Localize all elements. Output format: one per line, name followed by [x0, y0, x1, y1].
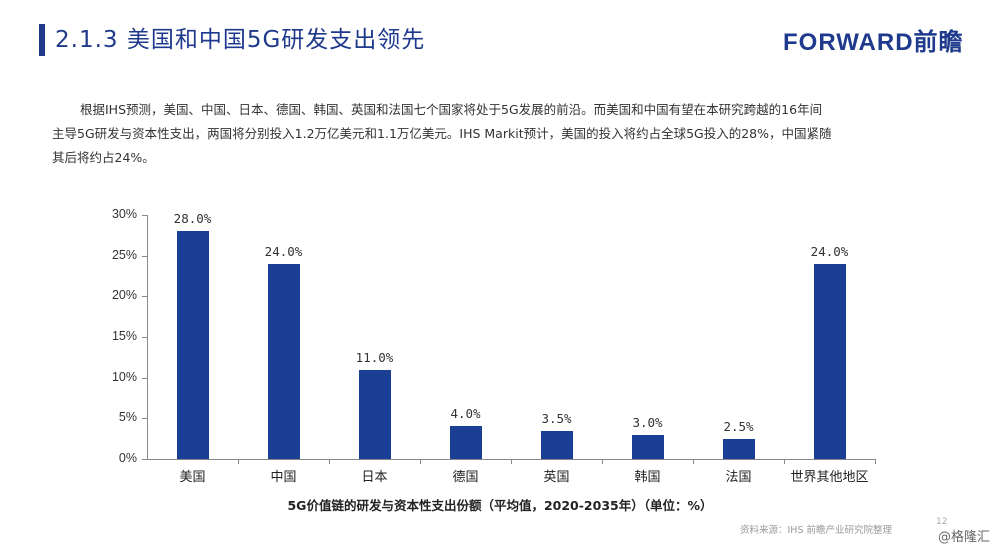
- x-category-label: 法国: [725, 470, 752, 485]
- value-label: 4.0%: [450, 406, 481, 422]
- value-label: 11.0%: [355, 349, 394, 365]
- x-tick: [602, 459, 603, 464]
- page-number: 12: [936, 517, 948, 527]
- y-tick-label: 5%: [118, 410, 137, 425]
- y-tick-label: 25%: [111, 247, 137, 262]
- x-tick: [420, 459, 421, 464]
- bar-1: [267, 263, 300, 459]
- y-tick: [142, 418, 147, 420]
- source-note: 资料来源：IHS 前瞻产业研究院整理: [740, 525, 892, 536]
- x-tick: [511, 459, 512, 464]
- credit-watermark: @格隆汇: [938, 530, 991, 545]
- y-tick-label: 30%: [111, 207, 137, 221]
- x-category-label: 中国: [270, 470, 297, 485]
- y-tick: [142, 377, 147, 379]
- forward-logo: FORWARD前瞻: [783, 29, 964, 56]
- page-title: 2.1.3 美国和中国5G研发支出领先: [55, 27, 426, 53]
- x-tick: [875, 459, 876, 464]
- x-category-label: 世界其他地区: [790, 470, 869, 485]
- x-tick: [693, 459, 694, 464]
- value-label: 28.0%: [173, 211, 212, 227]
- value-label: 2.5%: [723, 418, 754, 434]
- y-tick: [142, 296, 147, 298]
- x-category-label: 日本: [361, 470, 388, 485]
- x-category-label: 德国: [452, 470, 479, 485]
- y-tick: [142, 215, 147, 216]
- paragraph-line-1: 根据IHS预测，美国、中国、日本、德国、韩国、英国和法国七个国家将处于5G发展的…: [80, 102, 823, 117]
- y-tick-label: 10%: [111, 369, 137, 384]
- bar-4: [540, 430, 573, 459]
- chart-caption: 5G价值链的研发与资本性支出份额（平均值，2020-2035年）（单位：%）: [287, 498, 713, 513]
- paragraph-line-2: 主导5G研发与资本性支出，两国将分别投入1.2万亿美元和1.1万亿美元。IHS …: [52, 126, 832, 141]
- paragraph-line-3: 其后将约占24%。: [52, 150, 155, 165]
- bar-3: [449, 426, 482, 459]
- y-tick-label: 20%: [111, 288, 137, 303]
- y-tick-label: 0%: [118, 451, 137, 465]
- bar-5: [631, 434, 664, 459]
- bar-7: [813, 263, 846, 459]
- x-category-label: 英国: [543, 470, 570, 485]
- intro-paragraph: 根据IHS预测，美国、中国、日本、德国、韩国、英国和法国七个国家将处于5G发展的…: [52, 98, 952, 170]
- value-label: 24.0%: [810, 243, 849, 259]
- bar-2: [358, 369, 391, 459]
- x-tick: [329, 459, 330, 464]
- value-label: 3.0%: [632, 414, 663, 430]
- value-label: 3.5%: [541, 410, 572, 426]
- y-axis: [147, 215, 148, 460]
- x-tick: [784, 459, 785, 464]
- y-tick-label: 15%: [111, 329, 137, 343]
- bar-0: [176, 231, 209, 459]
- x-category-label: 韩国: [634, 470, 661, 485]
- x-category-label: 美国: [179, 470, 206, 485]
- x-tick: [238, 459, 239, 464]
- bar-6: [722, 438, 755, 459]
- value-label: 24.0%: [264, 243, 303, 259]
- title-accent-bar: [39, 24, 45, 56]
- y-tick: [142, 337, 147, 338]
- y-tick: [142, 255, 147, 257]
- y-tick: [142, 459, 147, 460]
